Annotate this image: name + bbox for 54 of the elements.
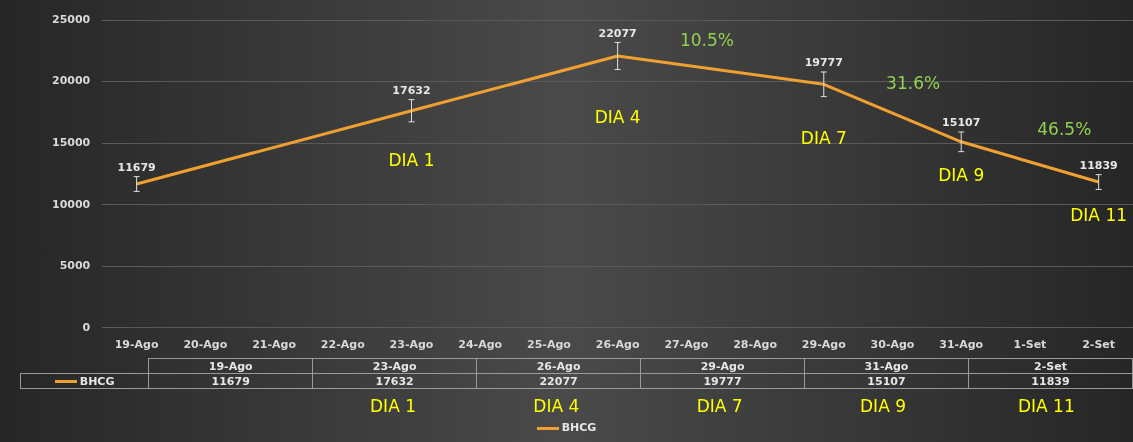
- category-label: 29-Ago: [700, 359, 745, 373]
- x-tick-label: 24-Ago: [458, 338, 503, 352]
- x-tick-label: 1-Set: [1013, 338, 1047, 352]
- text: DIA 4: [533, 396, 580, 416]
- annotation: DIA 11: [1070, 205, 1128, 226]
- x-tick-label: 29-Ago: [801, 338, 847, 352]
- text: DIA 1: [370, 396, 416, 416]
- text: 22077: [476, 373, 641, 389]
- y-tick-label: 15000: [51, 135, 91, 149]
- annotation: 31.6%: [886, 73, 941, 94]
- category-label: 19-Ago: [208, 359, 253, 373]
- category-label: 26-Ago: [536, 359, 581, 373]
- annotation: DIA 7: [800, 128, 847, 149]
- y-tick-label: 0: [82, 320, 91, 334]
- annotation: DIA 4: [594, 106, 641, 127]
- text: 11679: [148, 373, 313, 389]
- text: DIA 7: [696, 396, 743, 416]
- text: DIA 11: [1017, 396, 1075, 416]
- x-tick-label: 21-Ago: [252, 338, 297, 352]
- x-tick-label: 22-Ago: [320, 338, 366, 352]
- y-tick-label: 20000: [51, 74, 91, 88]
- text: BHCG: [561, 421, 597, 434]
- text: DIA 9: [860, 396, 906, 416]
- x-tick-label: 23-Ago: [389, 338, 434, 352]
- text: 17632: [312, 373, 477, 389]
- data-label: 11839: [1079, 159, 1118, 173]
- category-label: 23-Ago: [372, 359, 417, 373]
- text: 15107: [804, 373, 969, 389]
- data-label: 17632: [392, 83, 431, 97]
- x-tick-label: 27-Ago: [664, 338, 709, 352]
- x-tick-label: 31-Ago: [939, 338, 984, 352]
- annotation: 10.5%: [679, 29, 734, 50]
- annotation: DIA 1: [388, 150, 435, 171]
- category-label: 2-Set: [1034, 359, 1067, 373]
- x-tick-label: 25-Ago: [527, 338, 572, 352]
- data-label: 11679: [117, 160, 156, 174]
- x-tick-label: 20-Ago: [183, 338, 228, 352]
- text: 11839: [968, 373, 1133, 389]
- x-tick-label: 30-Ago: [870, 338, 915, 352]
- data-label: 15107: [942, 116, 981, 130]
- x-tick-label: 2-Set: [1082, 338, 1116, 352]
- legend-label: BHCG: [20, 373, 149, 389]
- data-label: 22077: [598, 26, 637, 40]
- annotation: 46.5%: [1037, 119, 1092, 140]
- y-tick-label: 25000: [51, 12, 91, 26]
- y-tick-label: 5000: [59, 259, 91, 273]
- x-tick-label: 26-Ago: [595, 338, 640, 352]
- data-label: 19777: [804, 56, 843, 70]
- category-label: 31-Ago: [864, 359, 909, 373]
- y-tick-label: 10000: [51, 197, 91, 211]
- x-tick-label: 19-Ago: [114, 338, 159, 352]
- text: 19777: [640, 373, 805, 389]
- x-tick-label: 28-Ago: [733, 338, 778, 352]
- annotation: DIA 9: [938, 165, 985, 186]
